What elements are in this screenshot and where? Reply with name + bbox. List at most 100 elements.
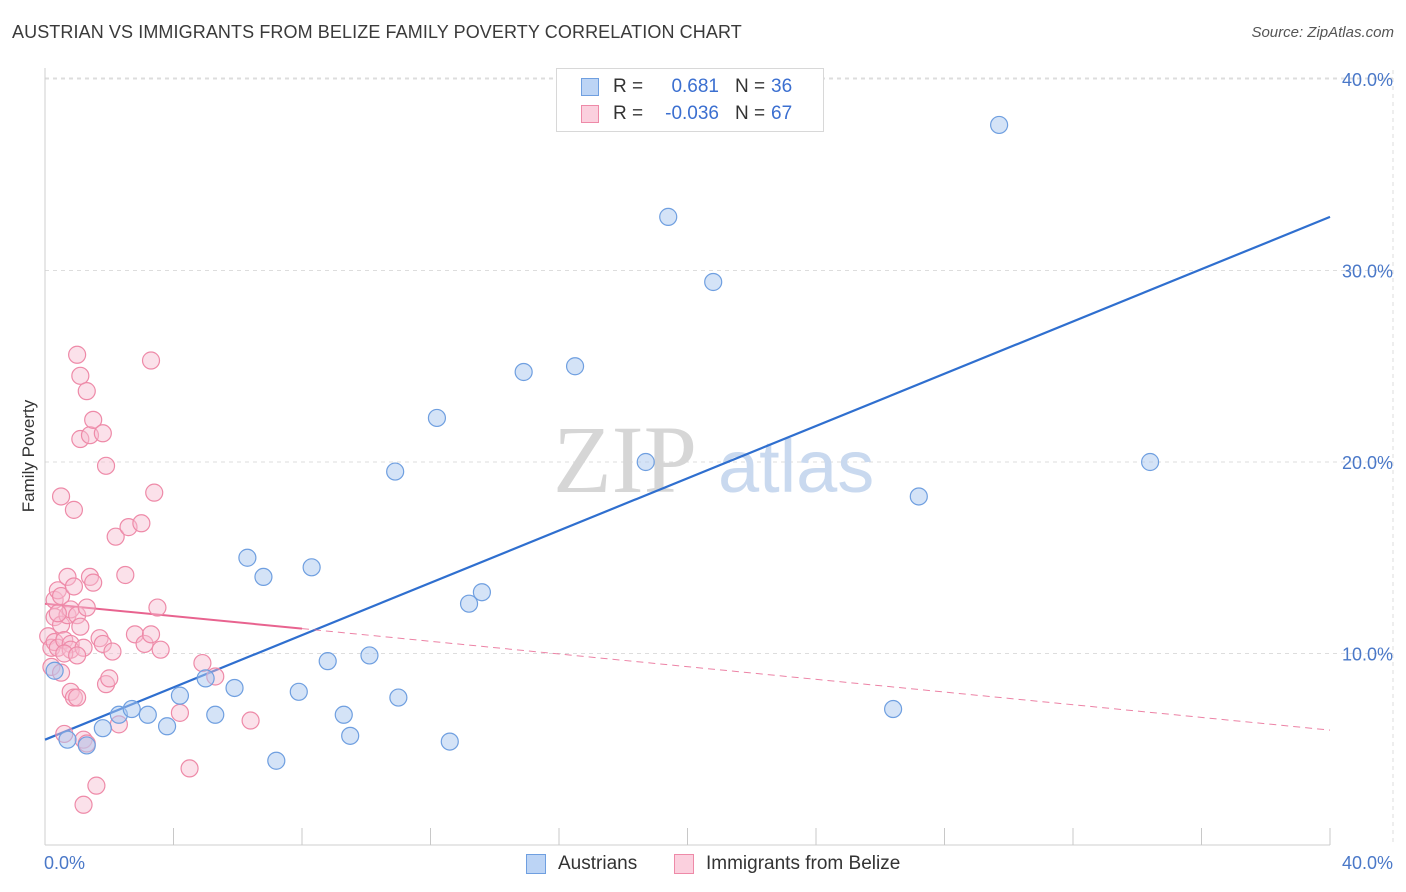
austrian-point: [341, 726, 360, 745]
belize-point: [80, 567, 100, 587]
y-tick-label: 10.0%: [1342, 645, 1393, 665]
belize-point: [51, 615, 71, 634]
belize-point: [74, 795, 93, 814]
austrian-point: [386, 462, 405, 481]
austrian-point: [45, 661, 64, 680]
belize-point: [51, 586, 71, 606]
austrian-point: [196, 669, 215, 688]
belize-point: [93, 424, 112, 443]
austrian-point: [58, 730, 77, 749]
series-legend: Austrians Immigrants from Belize: [0, 852, 1406, 878]
belize-point: [84, 410, 103, 429]
austrian-point: [267, 751, 286, 770]
belize-point: [93, 634, 112, 654]
austrian-point: [459, 594, 479, 613]
belize-trend-line-extension: [301, 628, 1331, 731]
legend-r-value: -0.036: [665, 103, 719, 124]
austrian-points: [45, 115, 1160, 770]
belize-point: [87, 776, 106, 795]
belize-point: [90, 629, 109, 648]
belize-point: [51, 487, 71, 506]
austrian-point: [389, 688, 408, 707]
legend-swatch-pink: [581, 105, 599, 123]
austrian-point: [206, 705, 225, 724]
belize-point: [145, 483, 164, 502]
legend-r-label: R =: [613, 76, 644, 97]
y-axis-title: Family Poverty: [19, 399, 38, 512]
austrian-point: [704, 272, 723, 292]
belize-point: [68, 345, 87, 364]
belize-point: [58, 567, 77, 587]
trend-lines: [44, 215, 1331, 741]
belize-point: [170, 703, 190, 722]
austrian-point: [77, 736, 96, 755]
belize-point: [125, 625, 145, 644]
legend-n-label: N =: [735, 103, 766, 124]
austrian-point: [990, 115, 1009, 135]
belize-point: [71, 429, 90, 449]
belize-point: [77, 382, 96, 401]
belize-point: [68, 688, 87, 707]
legend-r-label: R =: [613, 103, 644, 124]
austrian-point: [225, 678, 244, 698]
belize-point: [68, 646, 87, 665]
y-tick-label: 40.0%: [1342, 70, 1393, 90]
belize-point: [84, 573, 103, 592]
belize-point: [77, 598, 96, 617]
austrian-point: [318, 652, 337, 671]
austrian-point: [93, 719, 112, 738]
belize-point: [96, 675, 116, 694]
legend-r-value: 0.681: [671, 76, 719, 97]
legend-swatch-blue: [526, 854, 546, 874]
austrian-point: [565, 357, 585, 376]
watermark-atlas: atlas: [718, 425, 874, 508]
belize-point: [241, 711, 260, 730]
belize-point: [180, 759, 199, 778]
legend-n-value: 67: [771, 103, 793, 124]
austrian-point: [289, 682, 308, 701]
correlation-legend: R = 0.681 N = 36 R = -0.036 N = 67: [556, 68, 824, 132]
source-label: Source: ZipAtlas.com: [1251, 24, 1394, 41]
tick-labels: 10.0% 20.0% 30.0% 40.0% 0.0% 40.0%: [44, 70, 1393, 873]
belize-point: [193, 653, 212, 673]
grid-lines: [45, 70, 1394, 845]
chart-title: AUSTRIAN VS IMMIGRANTS FROM BELIZE FAMIL…: [12, 22, 742, 42]
legend-row-austrians: R = 0.681 N = 36: [557, 75, 823, 99]
austrian-point: [302, 558, 321, 577]
y-tick-label: 30.0%: [1342, 262, 1393, 282]
x-tick-label: 40.0%: [1342, 853, 1393, 873]
belize-point: [71, 366, 90, 385]
austrian-point: [883, 699, 903, 719]
belize-point: [141, 625, 161, 644]
austrian-point: [472, 583, 491, 602]
belize-point: [48, 604, 67, 623]
watermark: ZIP atlas: [553, 406, 874, 513]
axes: [44, 68, 1331, 846]
belize-point: [141, 351, 161, 370]
belize-point: [106, 527, 125, 546]
austrian-point: [360, 646, 379, 665]
austrian-point: [659, 207, 678, 226]
austrian-point: [170, 686, 190, 705]
austrian-point: [440, 732, 459, 751]
austrian-point: [138, 705, 157, 724]
belize-trend-line: [44, 602, 303, 630]
austrian-point: [254, 567, 273, 587]
austrians-trend-line: [44, 215, 1331, 741]
x-tick-label: 0.0%: [44, 853, 85, 873]
legend-label-austrians: Austrians: [558, 853, 638, 874]
legend-n-label: N =: [735, 76, 766, 97]
legend-row-belize: R = -0.036 N = 67: [557, 102, 823, 126]
austrian-point: [636, 452, 655, 472]
austrian-point: [1140, 452, 1160, 472]
belize-point: [148, 598, 167, 617]
belize-point: [135, 634, 154, 654]
legend-swatch-blue: [581, 78, 599, 96]
legend-n-value: 36: [771, 76, 793, 97]
legend-swatch-pink: [674, 854, 694, 874]
belize-point: [116, 565, 135, 585]
austrian-point: [238, 548, 257, 567]
austrian-point: [909, 487, 928, 506]
belize-point: [71, 617, 90, 636]
